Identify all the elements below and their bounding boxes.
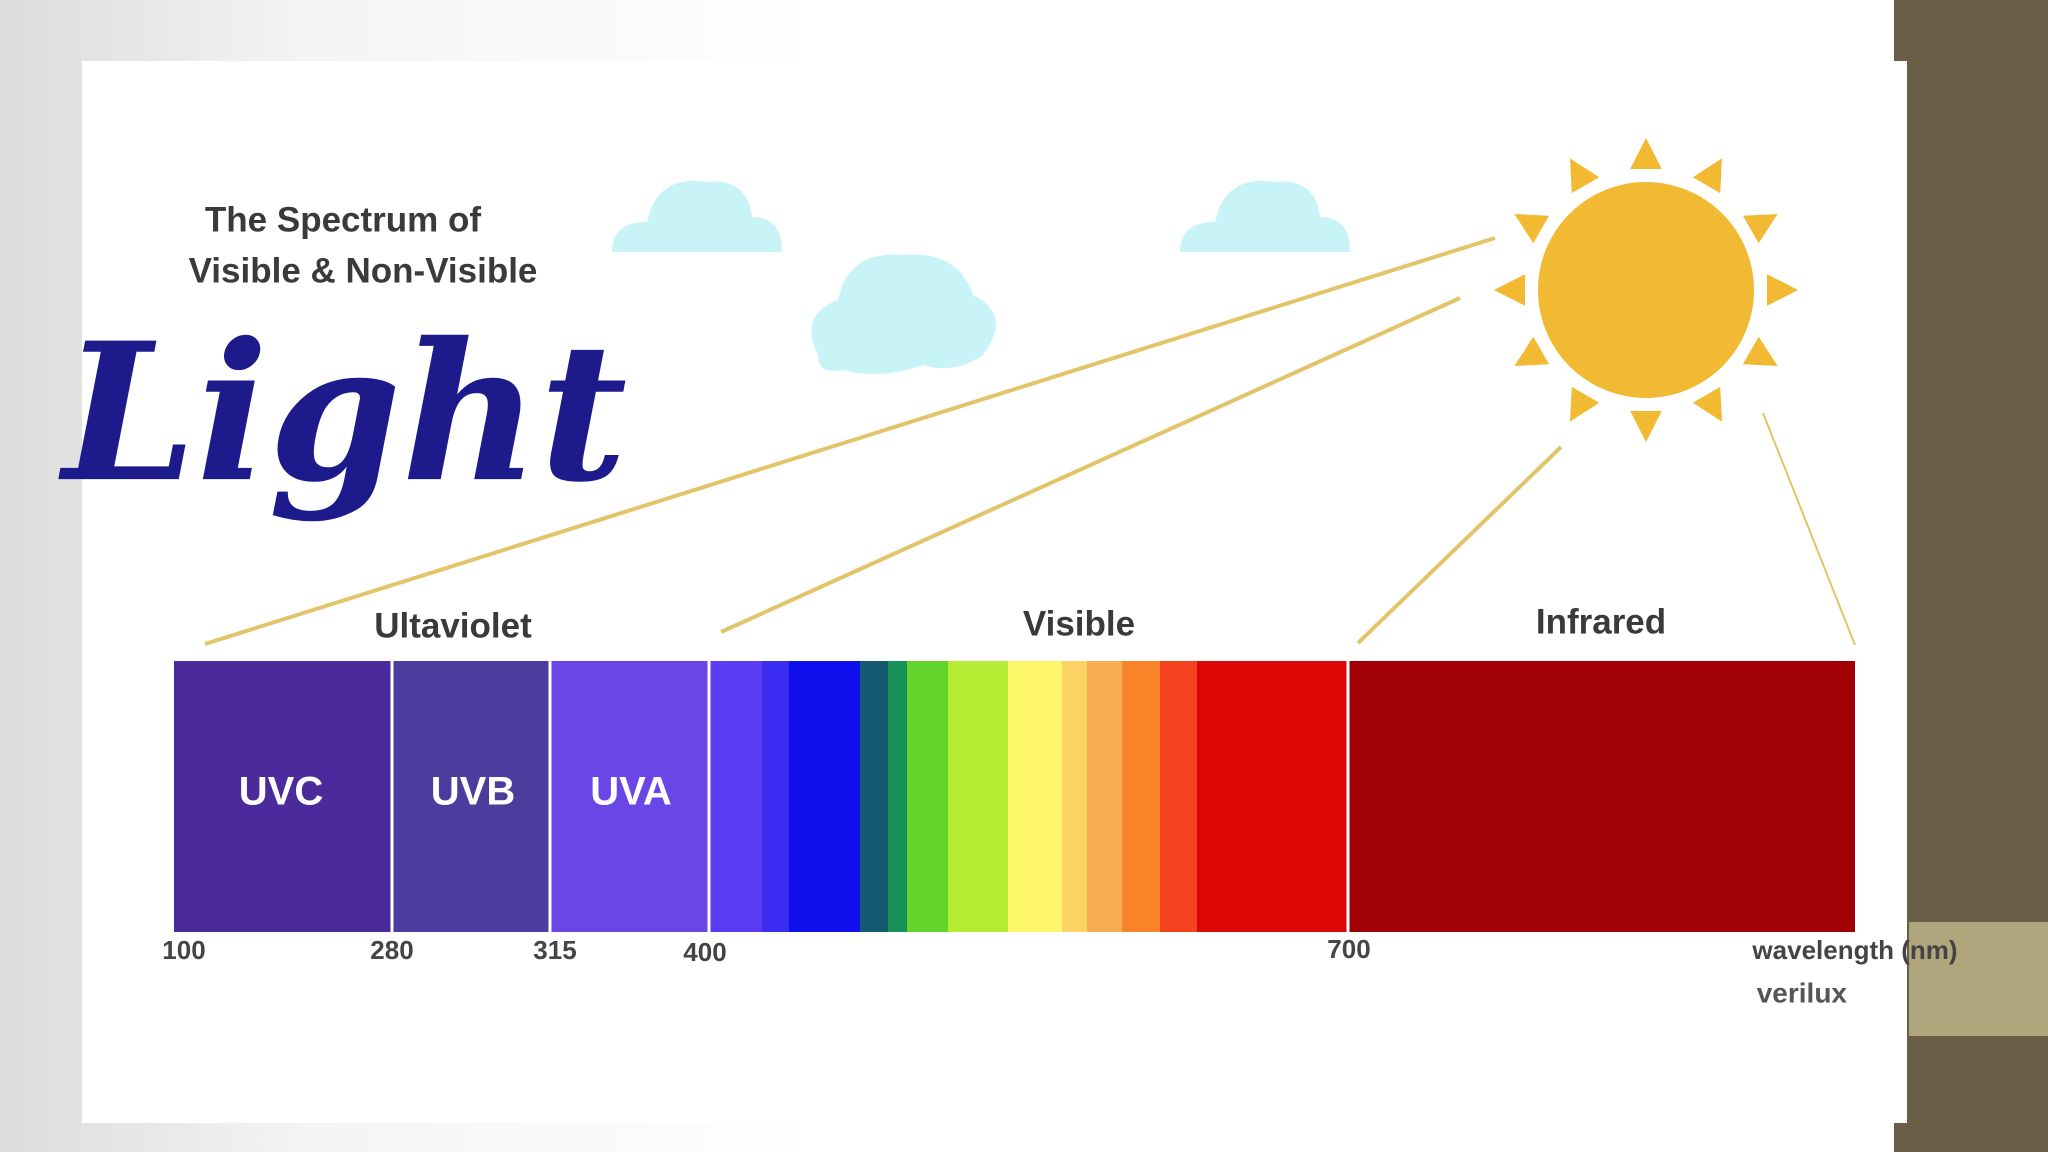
tick-label: 700 <box>1327 934 1370 964</box>
sun-ray <box>1514 336 1550 366</box>
region-label: Infrared <box>1536 602 1666 641</box>
spectrum-stripe <box>1062 661 1088 932</box>
sun-ray <box>1742 214 1778 244</box>
clouds <box>612 180 1350 374</box>
spectrum-stripe <box>907 661 949 932</box>
spectrum-stripe <box>860 661 889 932</box>
tick-label: 100 <box>162 935 205 965</box>
axis-label: wavelength (nm) <box>1751 935 1957 965</box>
sun-ray <box>1514 214 1550 244</box>
script-title: Light <box>58 301 628 524</box>
spectrum-stripe <box>709 661 763 932</box>
spectrum-stripe <box>789 661 861 932</box>
rays-lines <box>204 236 1856 646</box>
uv-label: UVA <box>590 770 671 814</box>
region-label: Ultaviolet <box>374 606 532 645</box>
spectrum-stripe <box>1008 661 1063 932</box>
spectrum-stripe <box>888 661 908 932</box>
spectrum-stripe <box>948 661 1009 932</box>
sun-ray <box>1630 411 1662 442</box>
tick-label: 280 <box>370 935 413 965</box>
sun-ray <box>1767 274 1798 306</box>
spectrum-stripe <box>762 661 790 932</box>
sun-ray <box>1570 158 1600 194</box>
title-line: The Spectrum of <box>205 200 481 239</box>
side-accent <box>1909 922 2048 1036</box>
sun-ray <box>1692 386 1722 422</box>
sun <box>1494 138 1798 442</box>
region-label: Visible <box>1023 604 1135 643</box>
sun-ray <box>1494 274 1525 306</box>
spectrum-stripe <box>1160 661 1198 932</box>
tick-label: 400 <box>683 937 726 967</box>
spectrum-bar <box>174 661 1855 932</box>
brand: verilux <box>1757 977 1848 1008</box>
sun-ray <box>1570 386 1600 422</box>
sun-ray <box>1692 158 1722 194</box>
title-line: Visible & Non-Visible <box>189 251 538 290</box>
spectrum-stripe <box>1122 661 1161 932</box>
uv-label: UVC <box>239 770 323 814</box>
uv-label: UVB <box>431 770 515 814</box>
sun-ray <box>1742 336 1778 366</box>
spectrum-stripe <box>1197 661 1349 932</box>
sun-ray <box>1630 138 1662 169</box>
tick-label: 315 <box>533 935 576 965</box>
spectrum-stripe <box>1087 661 1123 932</box>
